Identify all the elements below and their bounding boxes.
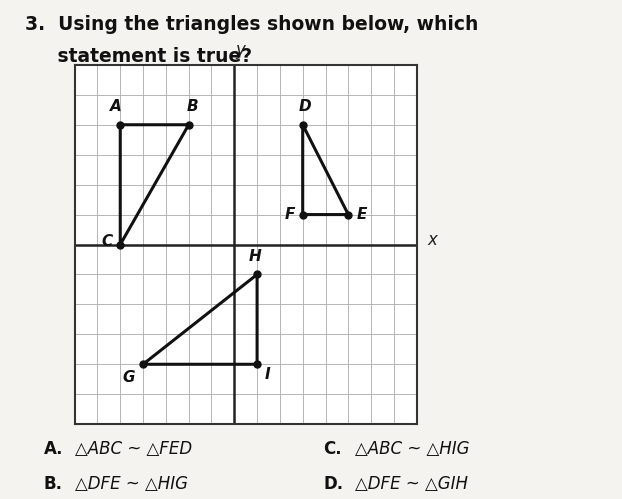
Text: △DFE ~ △HIG: △DFE ~ △HIG bbox=[75, 475, 188, 493]
Text: C.: C. bbox=[323, 440, 342, 458]
Text: B.: B. bbox=[44, 475, 63, 493]
Text: y: y bbox=[235, 41, 245, 59]
Text: A: A bbox=[110, 99, 122, 114]
Text: H: H bbox=[248, 249, 261, 264]
Text: △ABC ~ △HIG: △ABC ~ △HIG bbox=[355, 440, 469, 458]
Text: 3.  Using the triangles shown below, which: 3. Using the triangles shown below, whic… bbox=[25, 15, 478, 34]
Text: △ABC ~ △FED: △ABC ~ △FED bbox=[75, 440, 192, 458]
Text: C: C bbox=[101, 234, 113, 249]
Text: G: G bbox=[123, 369, 135, 385]
Text: A.: A. bbox=[44, 440, 63, 458]
Text: statement is true?: statement is true? bbox=[25, 47, 252, 66]
Text: x: x bbox=[428, 231, 438, 249]
Text: △DFE ~ △GIH: △DFE ~ △GIH bbox=[355, 475, 468, 493]
Text: D.: D. bbox=[323, 475, 343, 493]
Text: B: B bbox=[187, 99, 198, 114]
Text: D: D bbox=[299, 99, 312, 114]
Text: F: F bbox=[284, 207, 295, 222]
Text: I: I bbox=[265, 367, 271, 382]
Text: E: E bbox=[356, 207, 367, 222]
